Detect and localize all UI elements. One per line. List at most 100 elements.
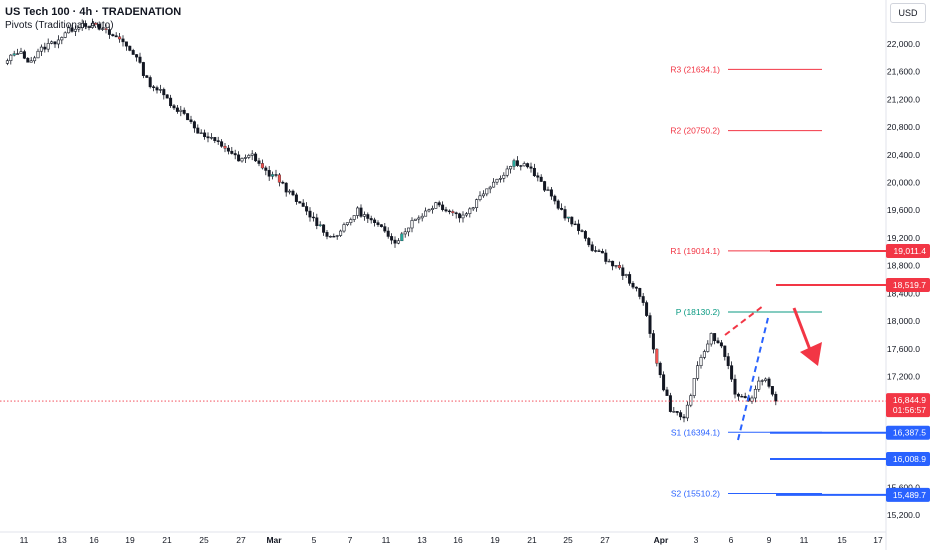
x-tick-label: 19 bbox=[490, 535, 500, 545]
candle-up bbox=[434, 202, 438, 209]
symbol-title[interactable]: US Tech 100 · 4h · TRADENATION bbox=[5, 6, 182, 18]
candle-down bbox=[182, 109, 186, 114]
candle-up bbox=[158, 89, 162, 91]
currency-label[interactable]: USD bbox=[890, 3, 926, 23]
candle-down bbox=[634, 286, 638, 289]
candle-down bbox=[124, 41, 128, 47]
candle-down bbox=[713, 333, 717, 342]
candle-down bbox=[386, 230, 390, 237]
candle-down bbox=[114, 35, 118, 38]
candle-down bbox=[291, 190, 295, 196]
chart-header: US Tech 100 · 4h · TRADENATION Pivots (T… bbox=[5, 5, 181, 32]
candle-up bbox=[461, 214, 465, 219]
candle-up bbox=[420, 215, 424, 219]
candle-up bbox=[468, 208, 472, 214]
candle-down bbox=[165, 94, 169, 99]
candle-up bbox=[407, 227, 411, 233]
candle-down bbox=[556, 200, 560, 209]
candle-accent bbox=[271, 174, 274, 177]
x-tick-label: 11 bbox=[382, 535, 391, 545]
candle-up bbox=[349, 219, 353, 224]
pivot-levels: R3 (21634.1) R2 (20750.2) R1 (19014.1) P (1… bbox=[0, 64, 886, 499]
candle-down bbox=[131, 50, 135, 55]
candle-up bbox=[424, 210, 428, 217]
candle-down bbox=[539, 176, 543, 182]
candle-down bbox=[359, 207, 363, 217]
x-tick-label: 13 bbox=[57, 535, 67, 545]
candle-down bbox=[220, 141, 224, 147]
candle-down bbox=[135, 54, 139, 58]
price-level-value: 19,011.4 bbox=[894, 246, 927, 256]
candle-up bbox=[339, 230, 343, 236]
candle-down bbox=[26, 57, 30, 63]
candle-down bbox=[390, 236, 394, 241]
candle-up bbox=[699, 357, 703, 366]
candle-down bbox=[594, 250, 598, 252]
pivot-label: S1 (16394.1) bbox=[671, 427, 720, 437]
candle-up bbox=[362, 214, 366, 217]
candle-up bbox=[764, 378, 768, 381]
candle-accent bbox=[655, 349, 658, 364]
current-price-tag bbox=[886, 393, 930, 418]
candle-up bbox=[509, 166, 513, 170]
candle-accent bbox=[118, 36, 121, 39]
candle-down bbox=[733, 378, 737, 395]
candle-up bbox=[403, 231, 407, 235]
candle-down bbox=[196, 127, 200, 134]
candle-down bbox=[604, 252, 608, 262]
candle-down bbox=[437, 202, 441, 206]
candle-down bbox=[111, 34, 115, 37]
candle-down bbox=[216, 140, 220, 142]
price-level-tag bbox=[886, 451, 930, 466]
candle-up bbox=[505, 168, 509, 176]
candle-down bbox=[743, 396, 747, 399]
indicator-name[interactable]: Pivots (Traditional, Auto) bbox=[5, 20, 114, 31]
candle-up bbox=[179, 109, 183, 112]
candle-down bbox=[570, 216, 574, 225]
candle-down bbox=[563, 209, 567, 219]
candle-down bbox=[294, 194, 298, 202]
candle-up bbox=[352, 215, 356, 220]
candle-down bbox=[230, 150, 234, 154]
candle-up bbox=[464, 213, 468, 216]
candle-down bbox=[597, 250, 601, 252]
candle-down bbox=[315, 217, 319, 226]
candle-down bbox=[736, 393, 740, 397]
y-tick-label: 18,800.0 bbox=[887, 261, 920, 271]
y-tick-label: 15,200.0 bbox=[887, 510, 920, 520]
candle-up bbox=[345, 222, 349, 225]
candle-down bbox=[311, 216, 315, 219]
x-tick-label: 16 bbox=[453, 535, 463, 545]
candle-down bbox=[213, 137, 217, 141]
candle-down bbox=[577, 223, 581, 231]
candle-up bbox=[60, 37, 64, 41]
candle-down bbox=[587, 238, 591, 246]
candle-down bbox=[590, 244, 594, 251]
candle-up bbox=[80, 23, 84, 29]
candle-down bbox=[203, 132, 207, 138]
candle-accent bbox=[451, 211, 454, 213]
x-tick-label: 27 bbox=[236, 535, 246, 545]
candle-down bbox=[369, 218, 373, 221]
candle-up bbox=[396, 240, 400, 244]
candle-down bbox=[658, 362, 662, 376]
candle-down bbox=[301, 202, 305, 207]
candle-up bbox=[709, 333, 713, 345]
candle-up bbox=[36, 50, 40, 59]
price-level-value: 18,519.7 bbox=[893, 280, 926, 290]
candle-down bbox=[536, 175, 540, 178]
candle-down bbox=[648, 315, 652, 334]
candle-up bbox=[427, 209, 431, 212]
x-tick-label: 5 bbox=[312, 535, 317, 545]
candle-down bbox=[274, 174, 278, 176]
candle-accent bbox=[618, 265, 621, 268]
y-tick-label: 19,200.0 bbox=[887, 233, 920, 243]
support-trendline bbox=[737, 317, 769, 441]
candle-up bbox=[90, 22, 94, 28]
candle-down bbox=[155, 87, 159, 91]
candle-down bbox=[454, 212, 458, 215]
x-tick-label: 25 bbox=[199, 535, 209, 545]
candle-down bbox=[560, 207, 564, 210]
candle-up bbox=[757, 380, 761, 390]
